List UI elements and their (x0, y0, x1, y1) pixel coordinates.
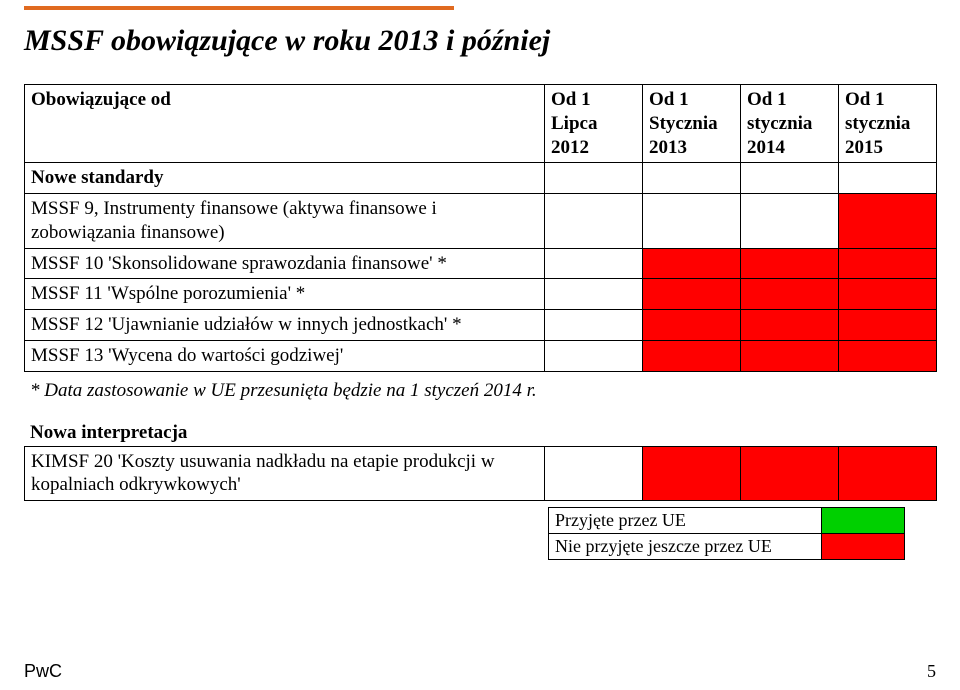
cell (741, 248, 839, 279)
cell-empty (643, 163, 741, 194)
cell (839, 248, 937, 279)
table-header-row: Obowiązujące od Od 1 Lipca 2012 Od 1 Sty… (25, 85, 937, 163)
header-col-4: Od 1 stycznia 2015 (839, 85, 937, 163)
section-row: Nowe standardy (25, 163, 937, 194)
slide: MSSF obowiązujące w roku 2013 i później … (0, 0, 960, 690)
cell (839, 446, 937, 501)
header-label: Obowiązujące od (25, 85, 545, 163)
row-label: MSSF 11 'Wspólne porozumienia' * (25, 279, 545, 310)
row-label: MSSF 12 'Ujawnianie udziałów w innych je… (25, 310, 545, 341)
table-row: MSSF 9, Instrumenty finansowe (aktywa fi… (25, 194, 937, 249)
table-row: MSSF 11 'Wspólne porozumienia' * (25, 279, 937, 310)
cell (643, 340, 741, 371)
cell (545, 279, 643, 310)
footnote: * Data zastosowanie w UE przesunięta będ… (30, 380, 936, 402)
cell (545, 310, 643, 341)
interp-heading: Nowa interpretacja (30, 422, 936, 444)
legend-row: Przyjęte przez UE (549, 508, 905, 534)
footer-page: 5 (927, 661, 936, 682)
cell (839, 310, 937, 341)
cell (741, 340, 839, 371)
row-label: KIMSF 20 'Koszty usuwania nadkładu na et… (25, 446, 545, 501)
cell (839, 340, 937, 371)
interp-table: KIMSF 20 'Koszty usuwania nadkładu na et… (24, 446, 937, 502)
cell (643, 194, 741, 249)
cell-empty (839, 163, 937, 194)
cell (741, 279, 839, 310)
legend-accepted-swatch (822, 508, 905, 534)
cell (741, 194, 839, 249)
legend-row: Nie przyjęte jeszcze przez UE (549, 534, 905, 560)
accent-line (24, 6, 454, 10)
cell (545, 446, 643, 501)
cell (839, 279, 937, 310)
cell (643, 446, 741, 501)
cell-empty (741, 163, 839, 194)
row-label: MSSF 9, Instrumenty finansowe (aktywa fi… (25, 194, 545, 249)
cell (643, 310, 741, 341)
cell (643, 248, 741, 279)
legend-notaccepted-swatch (822, 534, 905, 560)
cell (741, 446, 839, 501)
cell (545, 194, 643, 249)
header-col-1: Od 1 Lipca 2012 (545, 85, 643, 163)
table-row: MSSF 12 'Ujawnianie udziałów w innych je… (25, 310, 937, 341)
table-row: KIMSF 20 'Koszty usuwania nadkładu na et… (25, 446, 937, 501)
cell (741, 310, 839, 341)
cell (545, 340, 643, 371)
page-title: MSSF obowiązujące w roku 2013 i później (24, 24, 936, 58)
section-label: Nowe standardy (25, 163, 545, 194)
footer-brand: PwC (24, 661, 62, 682)
header-col-2: Od 1 Stycznia 2013 (643, 85, 741, 163)
cell (643, 279, 741, 310)
standards-table: Obowiązujące od Od 1 Lipca 2012 Od 1 Sty… (24, 84, 937, 372)
legend-notaccepted-label: Nie przyjęte jeszcze przez UE (549, 534, 822, 560)
cell (839, 194, 937, 249)
legend-table: Przyjęte przez UE Nie przyjęte jeszcze p… (548, 507, 905, 560)
cell (545, 248, 643, 279)
cell-empty (545, 163, 643, 194)
header-col-3: Od 1 stycznia 2014 (741, 85, 839, 163)
table-row: MSSF 10 'Skonsolidowane sprawozdania fin… (25, 248, 937, 279)
row-label: MSSF 13 'Wycena do wartości godziwej' (25, 340, 545, 371)
legend-accepted-label: Przyjęte przez UE (549, 508, 822, 534)
table-row: MSSF 13 'Wycena do wartości godziwej' (25, 340, 937, 371)
row-label: MSSF 10 'Skonsolidowane sprawozdania fin… (25, 248, 545, 279)
